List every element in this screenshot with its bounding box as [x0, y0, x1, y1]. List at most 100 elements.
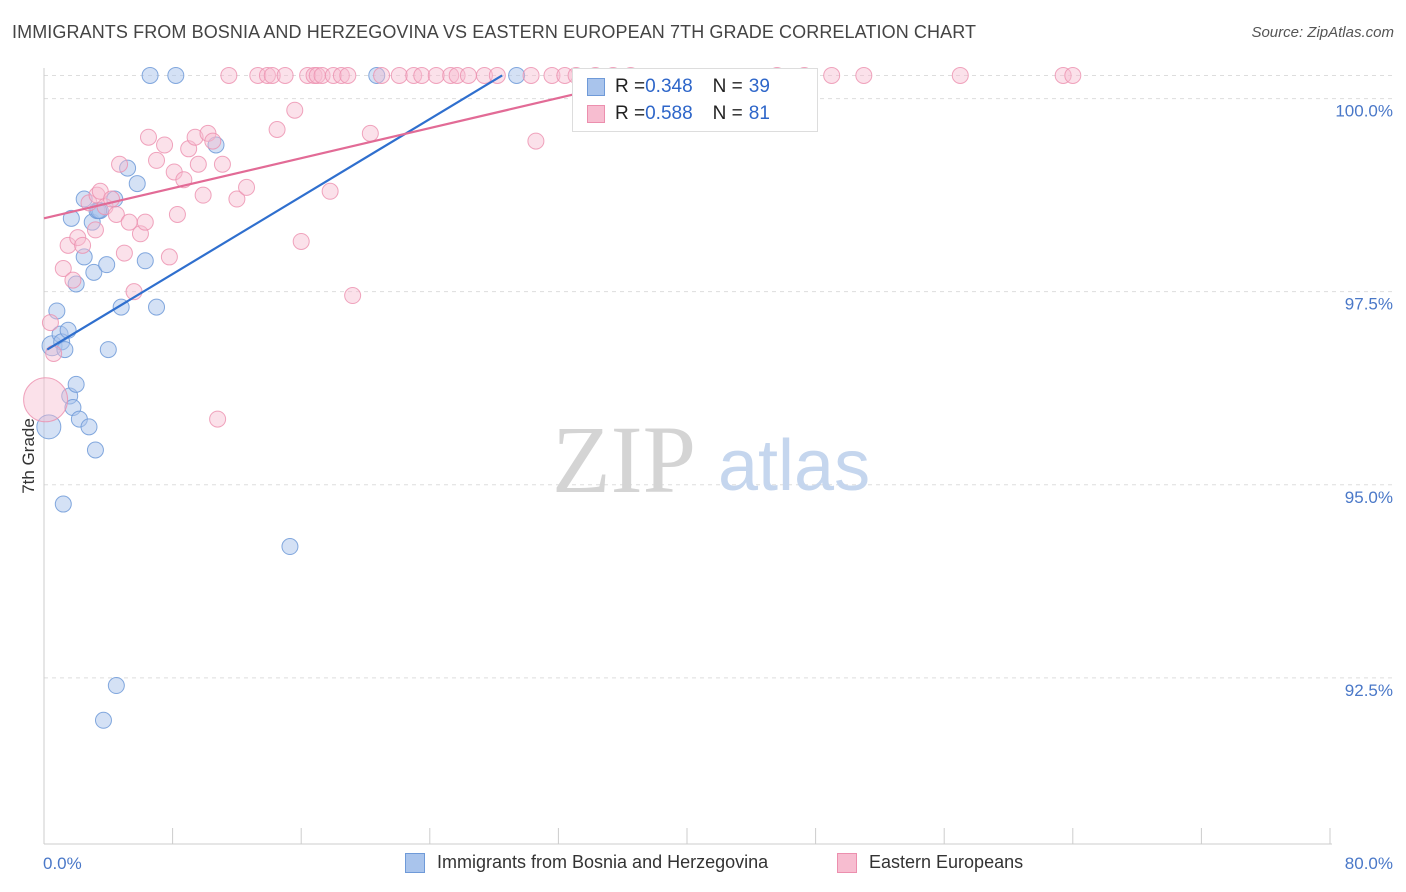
point-eastern-europe: [136, 213, 154, 231]
y-tick-labels: 100.0% 97.5% 95.0% 92.5%: [1335, 102, 1393, 700]
point-eastern-europe: [74, 236, 92, 254]
legend-row-eastern-europe: R = 0.588 N = 81: [587, 102, 770, 126]
point-eastern-europe: [86, 221, 104, 239]
point-eastern-europe: [475, 66, 493, 84]
point-eastern-europe: [228, 190, 246, 208]
trend-lines: [43, 74, 656, 351]
point-eastern-europe: [107, 205, 125, 223]
point-eastern-europe: [344, 287, 362, 305]
point-bosnia: [148, 298, 166, 316]
point-eastern-europe: [373, 66, 391, 84]
point-eastern-europe: [148, 151, 166, 169]
watermark-zip: ZIP: [552, 406, 696, 513]
point-eastern-europe: [23, 377, 69, 423]
point-bosnia: [119, 159, 137, 177]
point-eastern-europe: [238, 178, 256, 196]
point-eastern-europe: [189, 155, 207, 173]
point-eastern-europe: [41, 314, 59, 332]
point-eastern-europe: [339, 66, 357, 84]
point-eastern-europe: [139, 128, 157, 146]
legend-n-value: 81: [748, 103, 770, 124]
x-tick-label-right: 80.0%: [1345, 854, 1393, 873]
legend-n-label: N =: [712, 76, 743, 97]
point-bosnia: [141, 66, 159, 84]
bottom-legend-bosnia[interactable]: Immigrants from Bosnia and Herzegovina: [405, 852, 768, 873]
point-eastern-europe: [442, 66, 460, 84]
point-eastern-europe: [186, 128, 204, 146]
point-bosnia: [107, 677, 125, 695]
point-eastern-europe: [527, 132, 545, 150]
legend-swatch-pink: [587, 105, 605, 123]
point-eastern-europe: [258, 66, 276, 84]
stats-legend: R = 0.348 N = 39 R = 0.588 N = 81: [572, 68, 818, 132]
legend-r-label: R =: [615, 103, 646, 124]
point-eastern-europe: [427, 66, 445, 84]
point-eastern-europe: [115, 244, 133, 262]
legend-r-value: 0.348: [645, 76, 693, 97]
series-eastern-europe-points: [23, 66, 1082, 428]
grid-lines: [44, 74, 1392, 679]
bottom-legend-swatch-pink: [837, 852, 857, 873]
point-eastern-europe: [209, 410, 227, 428]
point-eastern-europe: [361, 124, 379, 142]
x-tick-label-left: 0.0%: [43, 854, 82, 873]
legend-r-label: R =: [615, 76, 646, 97]
point-eastern-europe: [156, 136, 174, 154]
point-eastern-europe: [332, 66, 350, 84]
bottom-legend-swatch-blue: [405, 852, 425, 873]
point-eastern-europe: [823, 66, 841, 84]
y-tick-label: 100.0%: [1335, 102, 1393, 121]
point-eastern-europe: [390, 66, 408, 84]
point-bosnia: [56, 341, 74, 359]
point-eastern-europe: [488, 66, 506, 84]
chart-title: IMMIGRANTS FROM BOSNIA AND HERZEGOVINA V…: [12, 22, 977, 42]
point-eastern-europe: [292, 232, 310, 250]
point-eastern-europe: [220, 66, 238, 84]
point-eastern-europe: [951, 66, 969, 84]
point-bosnia: [98, 256, 116, 274]
point-eastern-europe: [1054, 66, 1072, 84]
legend-n-label: N =: [712, 103, 743, 124]
legend-r-value: 0.588: [645, 103, 693, 124]
point-bosnia: [62, 209, 80, 227]
point-eastern-europe: [286, 101, 304, 119]
series-bosnia-points: [36, 66, 526, 729]
y-tick-label: 95.0%: [1345, 488, 1393, 507]
point-eastern-europe: [194, 186, 212, 204]
point-eastern-europe: [459, 66, 477, 84]
point-eastern-europe: [321, 182, 339, 200]
watermark: ZIP atlas: [552, 406, 870, 513]
point-eastern-europe: [168, 205, 186, 223]
point-eastern-europe: [263, 66, 281, 84]
point-bosnia: [54, 495, 72, 513]
source-label: Source: ZipAtlas.com: [1251, 24, 1394, 41]
legend-swatch-blue: [587, 78, 605, 96]
point-eastern-europe: [64, 271, 82, 289]
point-bosnia: [128, 175, 146, 193]
point-bosnia: [167, 66, 185, 84]
point-eastern-europe: [299, 66, 317, 84]
point-eastern-europe: [1064, 66, 1082, 84]
point-bosnia: [99, 341, 117, 359]
point-eastern-europe: [276, 66, 294, 84]
point-eastern-europe: [160, 248, 178, 266]
trend-line-bosnia: [46, 74, 503, 351]
point-bosnia: [94, 711, 112, 729]
point-eastern-europe: [522, 66, 540, 84]
bottom-legend-eastern-europe[interactable]: Eastern Europeans: [837, 852, 1023, 873]
bottom-legend-label-bosnia: Immigrants from Bosnia and Herzegovina: [437, 852, 769, 872]
point-eastern-europe: [213, 155, 231, 173]
watermark-atlas: atlas: [718, 426, 870, 506]
y-tick-label: 92.5%: [1345, 681, 1393, 700]
point-bosnia: [281, 538, 299, 556]
legend-row-bosnia: R = 0.348 N = 39: [587, 75, 770, 99]
legend-n-value: 39: [748, 76, 770, 97]
point-eastern-europe: [249, 66, 267, 84]
point-bosnia: [136, 252, 154, 270]
point-bosnia: [67, 375, 85, 393]
point-eastern-europe: [204, 132, 222, 150]
bottom-legend-label-eastern-europe: Eastern Europeans: [869, 852, 1024, 872]
y-tick-label: 97.5%: [1345, 295, 1393, 314]
point-bosnia: [36, 414, 62, 440]
